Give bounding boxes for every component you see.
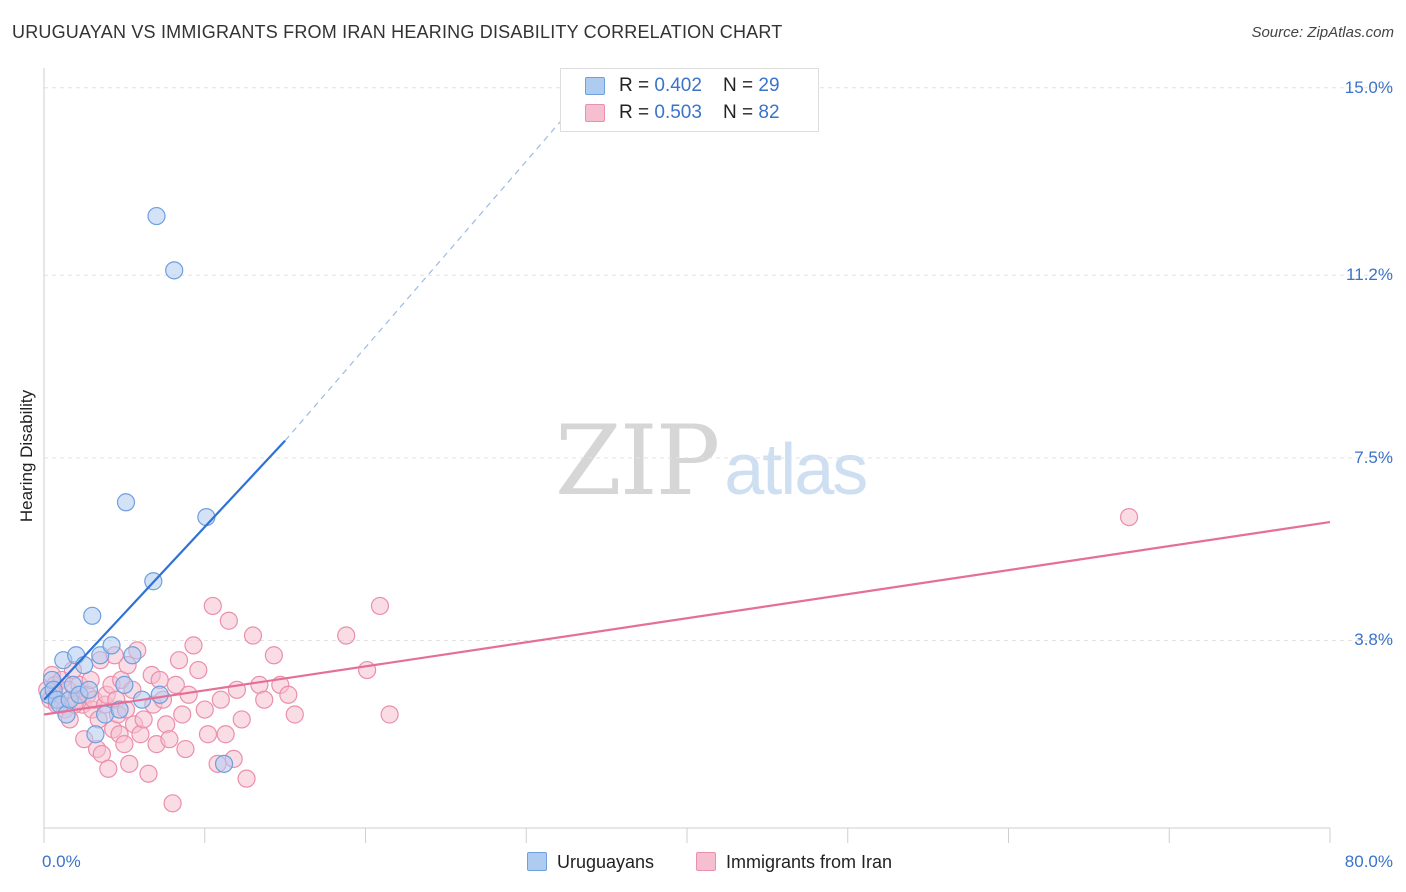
iran-point bbox=[358, 660, 377, 680]
n-value: 82 bbox=[758, 102, 780, 123]
watermark-atlas: atlas bbox=[724, 430, 868, 510]
iran-point bbox=[169, 651, 189, 670]
iran-point bbox=[264, 646, 283, 665]
uruguayan-point bbox=[197, 507, 216, 527]
uruguayan-point bbox=[57, 705, 76, 724]
uruguayan-point bbox=[79, 680, 99, 699]
source-label: Source: ZipAtlas.com bbox=[1251, 24, 1394, 41]
iran-point bbox=[99, 759, 118, 778]
iran-point bbox=[232, 710, 251, 729]
uruguayan-point bbox=[86, 725, 105, 744]
uruguayan-point bbox=[115, 675, 134, 694]
x-tick-label-min: 0.0% bbox=[42, 852, 81, 871]
pink-swatch-icon bbox=[696, 852, 716, 871]
uruguayan-point bbox=[83, 606, 102, 625]
iran-point bbox=[157, 715, 176, 734]
uruguayan-trend-extension bbox=[284, 67, 608, 441]
legend-label: Immigrants from Iran bbox=[726, 852, 893, 872]
iran-point bbox=[243, 626, 263, 645]
n-label: N = bbox=[723, 75, 759, 96]
iran-point bbox=[285, 705, 304, 724]
iran-point bbox=[166, 675, 185, 694]
iran-point bbox=[255, 690, 274, 709]
uruguayan-point bbox=[150, 685, 169, 704]
legend-label: Uruguayans bbox=[557, 852, 655, 872]
iran-point bbox=[115, 735, 134, 754]
n-value: 29 bbox=[758, 75, 780, 96]
stats-box: R = 0.402 N = 29 R = 0.503 N = 82 bbox=[560, 68, 819, 132]
iran-point bbox=[195, 700, 214, 719]
y-tick-label-11-2: 11.2% bbox=[1346, 265, 1393, 285]
iran-point bbox=[1119, 507, 1139, 527]
uruguayan-point bbox=[214, 754, 234, 773]
uruguayan-point bbox=[75, 656, 94, 675]
uruguayan-point bbox=[102, 636, 121, 655]
iran-point bbox=[370, 596, 390, 616]
iran-point bbox=[279, 685, 298, 704]
iran-point bbox=[176, 739, 195, 759]
iran-point bbox=[337, 626, 356, 645]
legend-item-uruguayans[interactable]: Uruguayans bbox=[527, 852, 654, 873]
uruguayan-point bbox=[123, 646, 142, 665]
x-tick-label-max: 80.0% bbox=[1344, 852, 1393, 871]
blue-swatch-icon bbox=[585, 77, 605, 95]
r-label: R = bbox=[619, 102, 655, 123]
iran-point bbox=[120, 754, 139, 773]
blue-swatch-icon bbox=[527, 852, 547, 871]
uruguayan-point bbox=[147, 206, 166, 226]
y-tick-label-15-0: 15.0% bbox=[1344, 77, 1393, 97]
chart-title: URUGUAYAN VS IMMIGRANTS FROM IRAN HEARIN… bbox=[12, 22, 783, 42]
iran-point bbox=[380, 705, 399, 724]
uruguayan-point bbox=[116, 493, 136, 512]
iran-point bbox=[203, 596, 222, 616]
iran-point bbox=[184, 636, 203, 655]
iran-point bbox=[219, 611, 238, 630]
uruguayan-trend-line bbox=[43, 439, 286, 701]
watermark: ZIPatlas bbox=[555, 405, 868, 517]
iran-point bbox=[134, 710, 153, 729]
iran-point bbox=[198, 725, 218, 744]
uruguayan-point bbox=[165, 261, 184, 280]
y-axis-label: Hearing Disability bbox=[17, 389, 36, 523]
r-value: 0.503 bbox=[654, 102, 702, 123]
uruguayan-point bbox=[110, 700, 129, 719]
pink-swatch-icon bbox=[585, 104, 605, 122]
iran-point bbox=[173, 705, 192, 724]
y-tick-label-7-5: 7.5% bbox=[1354, 447, 1393, 467]
iran-point bbox=[139, 764, 158, 783]
n-label: N = bbox=[723, 102, 759, 123]
iran-trend-line bbox=[43, 520, 1331, 716]
r-label: R = bbox=[619, 75, 655, 96]
iran-point bbox=[216, 725, 235, 744]
iran-point bbox=[131, 725, 150, 744]
watermark-zip: ZIP bbox=[555, 405, 720, 517]
iran-point bbox=[163, 794, 182, 813]
iran-point bbox=[160, 730, 179, 749]
r-value: 0.402 bbox=[654, 75, 702, 96]
y-tick-label-3-8: 3.8% bbox=[1354, 630, 1393, 650]
iran-point bbox=[189, 660, 208, 680]
iran-point bbox=[237, 769, 256, 788]
iran-point bbox=[211, 690, 230, 709]
legend-item-iran[interactable]: Immigrants from Iran bbox=[696, 852, 892, 873]
